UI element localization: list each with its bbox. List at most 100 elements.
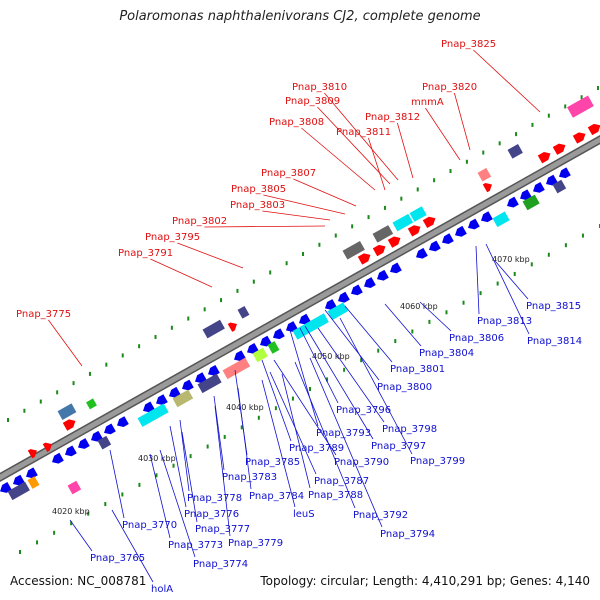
tick-mark (56, 390, 59, 395)
tick-mark (462, 300, 465, 305)
reverse-gene-arrow (455, 225, 467, 237)
upper-gene-label: mnmA (411, 97, 444, 108)
reverse-gene-arrow (156, 394, 168, 406)
gene-block (86, 398, 97, 410)
lower-gene-label: Pnap_3765 (90, 553, 145, 564)
tick-mark (343, 367, 346, 372)
upper-leader-line (262, 210, 331, 221)
upper-gene-label: Pnap_3775 (16, 309, 71, 320)
gene-block (67, 480, 82, 495)
map-title: Polaromonas naphthalenivorans CJ2, compl… (119, 9, 481, 24)
reverse-gene-arrow (104, 423, 116, 435)
tick-mark (105, 362, 108, 367)
upper-leader-line (293, 178, 357, 207)
upper-leader-line (263, 194, 346, 215)
upper-gene-label: Pnap_3803 (230, 200, 285, 211)
lower-labels: Pnap_3815 Pnap_3813 Pnap_3814 Pnap_3806 Pnap… (69, 243, 582, 595)
reverse-gene-arrow (429, 240, 441, 252)
scale-label: 4020 kbp (52, 507, 90, 516)
gene-block (409, 206, 427, 222)
lower-gene-label: Pnap_3788 (308, 490, 363, 501)
lower-gene-label: Pnap_3794 (380, 529, 435, 540)
tick-mark (291, 396, 294, 401)
tick-mark (138, 344, 141, 349)
tick-mark (400, 196, 403, 201)
gene-block (27, 476, 40, 489)
backbone-line (0, 136, 600, 481)
reverse-gene-arrow (364, 277, 376, 288)
tick-mark (87, 511, 90, 516)
reverse-gene-arrow (286, 321, 298, 332)
forward-gene-arrow (587, 123, 600, 136)
reverse-gene-arrow (299, 313, 311, 325)
gene-block (292, 313, 329, 340)
tick-mark (223, 434, 226, 439)
tick-mark (547, 252, 550, 257)
lower-gene-label: Pnap_3792 (353, 510, 408, 521)
lower-leader-line (309, 357, 383, 528)
upper-gene-label: Pnap_3795 (145, 232, 200, 243)
reverse-gene-arrow (416, 247, 428, 259)
reverse-gene-arrow (520, 189, 532, 201)
reverse-gene-arrow (338, 291, 350, 303)
tick-mark (309, 387, 311, 391)
tick-mark (302, 252, 304, 256)
tick-mark (482, 150, 485, 155)
lower-leader-line (179, 419, 190, 492)
tick-mark (187, 316, 190, 321)
lower-gene-label: Pnap_3815 (526, 301, 581, 312)
tick-mark (155, 473, 158, 478)
lower-leader-line (159, 449, 196, 558)
tick-mark (70, 521, 73, 526)
upper-leader-line (204, 225, 326, 228)
gene-block (7, 481, 30, 501)
forward-gene-arrow (482, 182, 492, 193)
upper-gene-label: Pnap_3810 (292, 82, 347, 93)
tick-mark (547, 113, 550, 118)
lower-gene-label: Pnap_3797 (371, 441, 426, 452)
reverse-gene-arrow (78, 438, 90, 449)
forward-gene-arrow (537, 152, 551, 164)
upper-gene-label: Pnap_3820 (422, 82, 477, 93)
forward-gene-arrow (227, 322, 237, 332)
gene-block (267, 341, 280, 354)
lower-leader-line (419, 301, 452, 332)
reverse-gene-arrow (247, 343, 259, 354)
lower-gene-label: Pnap_3785 (245, 457, 300, 468)
tick-mark (411, 329, 414, 334)
tick-mark (383, 205, 386, 210)
lower-gene-label: Pnap_3793 (316, 428, 371, 439)
scale-label: 4050 kbp (312, 352, 350, 361)
reverse-gene-arrow (377, 269, 389, 281)
tick-mark (39, 399, 42, 404)
tick-mark (189, 454, 192, 459)
tick-mark (88, 371, 91, 376)
forward-gene-arrow (62, 419, 76, 431)
scale-label: 4060 kbp (400, 302, 438, 311)
gene-block (202, 319, 225, 339)
reverse-gene-arrow (507, 196, 519, 208)
lower-gene-label: Pnap_3773 (168, 540, 223, 551)
gene-block (97, 435, 112, 450)
gene-block (222, 357, 251, 380)
tick-mark (580, 95, 583, 100)
tick-mark (513, 271, 516, 276)
gene-block (57, 403, 77, 420)
upper-leader-line (425, 107, 461, 161)
lower-leader-line (261, 359, 292, 442)
gene-block (252, 347, 268, 363)
lower-leader-line (339, 317, 413, 455)
tick-mark (360, 358, 363, 363)
topology-label: Topology: circular; Length: 4,410,291 bp… (260, 574, 590, 588)
tick-mark (428, 319, 431, 324)
scale-labels: 4020 kbp 4030 kbp 4040 kbp 4050 kbp 4060 kbp… (52, 255, 530, 516)
scale-label: 4030 kbp (138, 454, 176, 463)
tick-mark (138, 482, 141, 487)
tick-mark (531, 122, 534, 127)
tick-mark (36, 540, 39, 545)
reverse-gene-arrow (468, 218, 480, 230)
reverse-gene-arrow (117, 416, 129, 427)
lower-leader-line (149, 453, 171, 539)
gene-features (0, 95, 600, 501)
